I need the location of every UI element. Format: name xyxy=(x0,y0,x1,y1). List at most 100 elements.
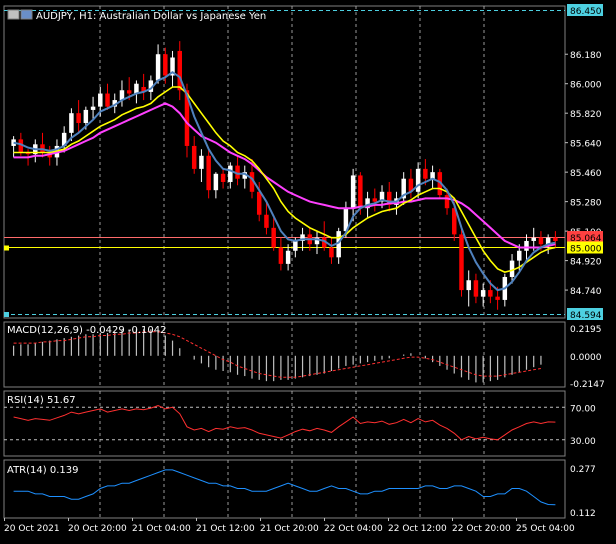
ma-mid-line xyxy=(13,86,556,273)
time-tick-label: 21 Oct 12:00 xyxy=(196,524,255,534)
macd-tick-label: 0.2195 xyxy=(570,325,602,335)
macd-label: MACD(12,26,9) -0.0429 -0.1042 xyxy=(7,325,167,336)
price-badge-high-line xyxy=(567,4,603,16)
bull-candle xyxy=(524,240,529,251)
pane-frame xyxy=(3,390,566,457)
macd-tick-label: -0.2147 xyxy=(570,380,605,390)
bull-candle xyxy=(314,237,320,245)
bear-candle xyxy=(452,208,457,235)
bear-candle xyxy=(444,195,450,209)
bear-candle xyxy=(191,145,197,169)
bull-candle xyxy=(480,290,486,297)
bull-candle xyxy=(61,132,67,146)
bear-candle xyxy=(184,90,190,146)
bear-candle xyxy=(278,247,284,264)
time-tick-label: 20 Oct 2021 xyxy=(4,524,60,534)
price-badge-label: 86.450 xyxy=(570,7,602,17)
bear-candle xyxy=(18,139,24,153)
bear-candle xyxy=(264,214,269,228)
bull-candle xyxy=(401,178,406,199)
bear-candle xyxy=(473,280,479,297)
low-marker xyxy=(4,312,9,317)
bull-candle xyxy=(300,234,305,241)
grid-lines xyxy=(99,6,485,518)
bear-candle xyxy=(321,237,327,248)
bear-candle xyxy=(423,168,428,179)
rsi-label: RSI(14) 51.67 xyxy=(7,395,76,406)
bull-candle xyxy=(83,109,89,124)
bull-candle xyxy=(134,83,139,94)
bull-candle xyxy=(293,240,298,251)
bull-candle xyxy=(285,250,291,264)
price-tick-label: 85.820 xyxy=(570,110,602,120)
bull-candle xyxy=(365,198,370,209)
bull-candle xyxy=(69,113,74,133)
price-tick-label: 85.460 xyxy=(570,169,602,179)
bear-candle xyxy=(459,234,464,291)
bull-candle xyxy=(112,100,117,107)
chart-window-icon[interactable] xyxy=(7,9,20,20)
price-tick-label: 85.640 xyxy=(570,140,602,150)
pane-frame xyxy=(3,5,566,319)
bull-candle xyxy=(90,106,96,110)
bear-candle xyxy=(220,173,226,182)
rsi-tick-label: 30.00 xyxy=(570,437,596,447)
bull-candle xyxy=(336,231,341,258)
bear-candle xyxy=(76,113,81,124)
bear-candle xyxy=(206,155,211,191)
price-tick-label: 84.740 xyxy=(570,287,602,297)
bear-candle xyxy=(126,90,132,94)
bull-candle xyxy=(415,168,421,192)
bull-candle xyxy=(119,90,125,101)
bull-candle xyxy=(430,172,435,179)
bear-candle xyxy=(25,152,31,155)
bear-candle xyxy=(372,198,378,202)
bear-candle xyxy=(538,237,544,245)
chart-header: AUDJPY, H1: Australian Dollar vs Japanes… xyxy=(7,9,266,22)
macd-tick-label: 0.0000 xyxy=(570,353,602,363)
time-tick-label: 22 Oct 12:00 xyxy=(388,524,447,534)
bear-candle xyxy=(329,247,334,258)
candles xyxy=(11,41,558,310)
bear-candle xyxy=(141,86,146,92)
time-tick-label: 21 Oct 04:00 xyxy=(132,524,191,534)
bull-candle xyxy=(228,165,233,182)
atr-tick-label: 0.112 xyxy=(570,509,596,519)
bull-candle xyxy=(199,155,204,169)
time-tick-label: 22 Oct 20:00 xyxy=(452,524,511,534)
bear-candle xyxy=(163,54,168,76)
bull-candle xyxy=(170,57,175,76)
rsi-line xyxy=(13,405,556,441)
pane-frames xyxy=(3,5,566,519)
price-badge-low-line xyxy=(567,308,603,320)
bull-candle xyxy=(509,260,515,277)
moving-averages xyxy=(13,70,556,292)
price-badge-label: 84.594 xyxy=(570,311,602,321)
bear-candle xyxy=(495,296,500,300)
bull-candle xyxy=(350,175,356,209)
bull-candle xyxy=(155,54,161,81)
bull-candle xyxy=(379,191,385,202)
chart-window-icon-inner xyxy=(20,9,33,20)
atr-label: ATR(14) 0.139 xyxy=(7,465,78,476)
price-badge-label: 85.064 xyxy=(570,234,602,244)
bull-candle xyxy=(517,250,522,261)
bull-candle xyxy=(531,237,536,241)
atr-tick-label: 0.277 xyxy=(570,465,596,475)
bear-candle xyxy=(256,191,262,215)
ma-slow-line xyxy=(13,102,556,249)
bull-candle xyxy=(148,80,154,92)
pane-frame xyxy=(3,459,566,519)
bear-candle xyxy=(437,172,443,196)
bull-candle xyxy=(98,93,103,107)
bear-candle xyxy=(358,175,363,209)
bull-candle xyxy=(343,208,349,232)
time-tick-label: 25 Oct 04:00 xyxy=(516,524,575,534)
bear-candle xyxy=(249,172,255,192)
bear-candle xyxy=(387,191,392,205)
time-tick-label: 22 Oct 04:00 xyxy=(324,524,383,534)
bear-candle xyxy=(408,178,414,192)
bull-candle xyxy=(545,237,551,245)
